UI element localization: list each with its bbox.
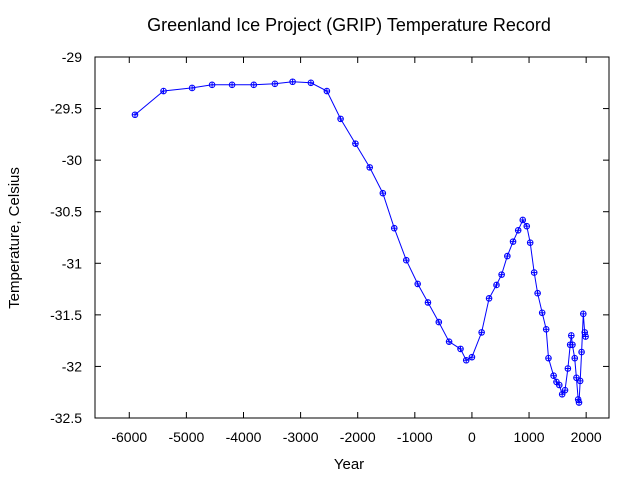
y-tick-label: -30 <box>62 152 82 168</box>
data-point <box>131 111 139 119</box>
data-point <box>307 79 315 87</box>
x-tick-label: -1000 <box>397 429 433 445</box>
x-tick-label: 0 <box>468 429 476 445</box>
data-point <box>538 309 546 317</box>
data-point <box>160 87 167 95</box>
x-tick-label: -5000 <box>168 429 204 445</box>
data-point <box>556 381 563 389</box>
data-point <box>414 280 421 288</box>
y-tick-label: -31 <box>62 255 82 271</box>
data-point <box>523 222 531 230</box>
x-tick-label: 2000 <box>571 429 602 445</box>
data-point <box>208 81 216 89</box>
data-point <box>462 356 470 364</box>
data-point <box>228 81 236 89</box>
chart-title: Greenland Ice Project (GRIP) Temperature… <box>147 15 551 35</box>
data-point <box>498 271 505 278</box>
data-point <box>575 399 583 406</box>
data-point <box>390 224 398 232</box>
y-tick-label: -29 <box>62 49 82 65</box>
data-point <box>468 353 476 361</box>
y-tick-label: -32 <box>62 358 82 374</box>
ticks: -6000 -5000 -4000 -3000 -2000 -1000 0 1000 2000 -… <box>50 49 609 445</box>
y-tick-label: -31.5 <box>50 307 82 323</box>
y-tick-label: -30.5 <box>50 204 82 220</box>
y-tick-label: -32.5 <box>50 410 82 426</box>
x-axis-title: Year <box>334 456 364 473</box>
data-point <box>534 289 541 297</box>
data-point <box>457 345 464 353</box>
data-point <box>576 377 584 385</box>
data-point <box>478 329 485 336</box>
data-point <box>509 238 517 245</box>
y-tick-label: -29.5 <box>50 101 82 117</box>
data-point <box>561 386 569 394</box>
data-point <box>445 338 453 345</box>
data-point <box>514 226 522 234</box>
series <box>131 78 589 406</box>
x-tick-label: -3000 <box>283 429 319 445</box>
data-point <box>271 80 279 88</box>
data-point <box>573 374 580 382</box>
x-tick-label: -4000 <box>226 429 262 445</box>
data-point <box>542 325 550 333</box>
plot-frame <box>94 56 610 419</box>
data-point <box>564 365 572 372</box>
data-point <box>550 372 557 380</box>
data-point <box>188 84 196 92</box>
data-point <box>493 281 500 289</box>
data-point <box>578 348 585 356</box>
data-point <box>366 164 374 171</box>
data-point <box>569 341 576 349</box>
data-point <box>504 252 511 260</box>
data-point <box>580 310 587 318</box>
data-point <box>571 354 579 362</box>
x-tick-label: -2000 <box>340 429 376 445</box>
data-point <box>250 81 258 89</box>
data-point <box>424 299 432 306</box>
data-point <box>526 239 534 246</box>
x-tick-label: -6000 <box>111 429 147 445</box>
y-axis-title: Temperature, Celsius <box>6 167 23 309</box>
data-point <box>352 140 359 147</box>
data-point <box>323 87 331 95</box>
data-point <box>582 333 589 340</box>
data-point <box>435 318 443 326</box>
data-point <box>337 115 344 123</box>
data-point <box>545 354 552 362</box>
data-point <box>568 332 575 339</box>
x-tick-label: 1000 <box>513 429 544 445</box>
data-point <box>289 78 296 86</box>
data-point <box>485 295 493 302</box>
data-point <box>519 216 527 224</box>
data-point <box>379 189 387 197</box>
data-point <box>530 269 538 276</box>
data-point <box>402 256 410 264</box>
